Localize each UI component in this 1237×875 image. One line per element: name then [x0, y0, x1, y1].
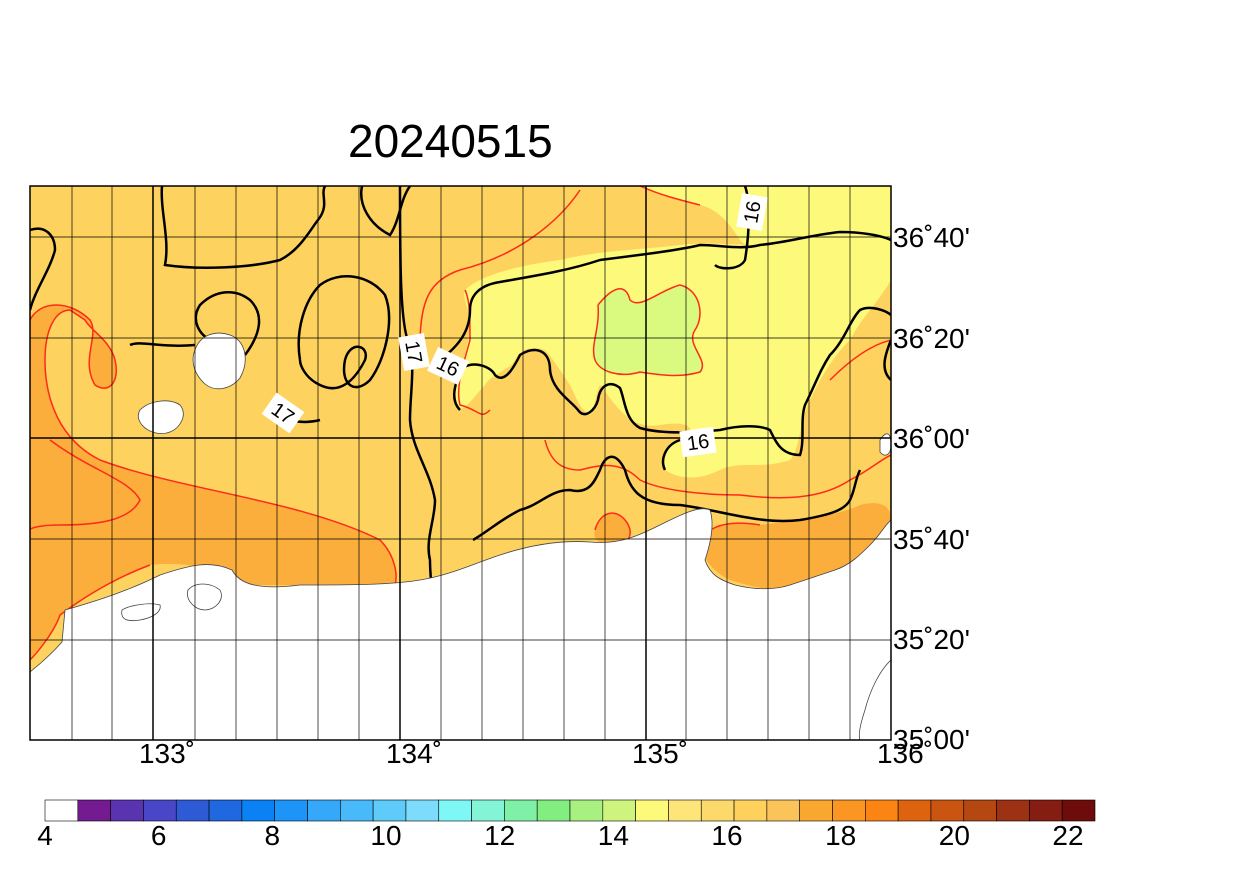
- lon-label: 134˚: [385, 738, 443, 769]
- colorbar-swatch: [799, 799, 833, 822]
- colorbar-swatch: [1029, 799, 1063, 822]
- sst-region-18-spot: [594, 513, 631, 545]
- lat-label: 36˚20': [893, 323, 970, 354]
- colorbar-swatch: [143, 799, 177, 822]
- lat-label: 35˚20': [893, 624, 970, 655]
- colorbar-swatch: [635, 799, 669, 822]
- colorbar-swatch: [77, 799, 111, 822]
- colorbar-swatch: [471, 799, 505, 822]
- colorbar-tick-label: 10: [370, 820, 402, 851]
- land: [30, 332, 891, 740]
- colorbar-tick-label: 18: [825, 820, 857, 851]
- colorbar-swatch: [208, 799, 243, 822]
- colorbar-swatch: [766, 799, 800, 822]
- lat-label: 36˚40': [893, 222, 970, 253]
- contour-label: 17: [398, 333, 430, 371]
- lon-label: 133˚: [138, 738, 196, 769]
- minor-contours: [30, 186, 891, 661]
- colorbar-swatch: [1061, 799, 1096, 822]
- sst-region-16-north: [640, 186, 891, 247]
- sst-region-15: [593, 285, 703, 376]
- colorbar-swatch: [897, 799, 932, 822]
- colorbar-swatch: [930, 799, 965, 822]
- colorbar-swatch: [504, 799, 538, 822]
- colorbar-swatch: [536, 799, 571, 822]
- colorbar-swatch: [241, 799, 275, 822]
- graticule: [29, 185, 892, 741]
- colorbar-swatch: [175, 799, 210, 822]
- contour-label: 16: [736, 193, 768, 231]
- colorbar-swatch: [733, 799, 768, 822]
- colorbar-tick-label: 16: [711, 820, 743, 851]
- lat-label: 35˚00': [893, 724, 970, 755]
- sst-region-18-west: [30, 305, 397, 660]
- colorbar-swatch: [274, 799, 308, 822]
- colorbar-swatch: [405, 799, 440, 822]
- colorbar-swatch: [340, 799, 374, 822]
- colorbar-swatch: [307, 799, 341, 822]
- colorbar-tick-label: 20: [938, 820, 970, 851]
- colorbar-swatch: [44, 799, 79, 822]
- svg-text:16: 16: [740, 199, 766, 225]
- colorbar-tick-label: 6: [150, 820, 167, 851]
- colorbar-tick-label: 12: [484, 820, 516, 851]
- colorbar-swatch: [963, 799, 997, 822]
- svg-text:17: 17: [400, 339, 426, 365]
- colorbar-swatch: [569, 799, 604, 822]
- colorbar: [44, 799, 1096, 822]
- colorbar-swatch: [438, 799, 472, 822]
- colorbar-swatch: [668, 799, 702, 822]
- map-title: 20240515: [348, 115, 553, 167]
- lon-label: 135˚: [631, 738, 689, 769]
- colorbar-swatch: [996, 799, 1030, 822]
- colorbar-swatch: [602, 799, 636, 822]
- colorbar-swatch: [700, 799, 735, 822]
- colorbar-swatch: [372, 799, 407, 822]
- colorbar-tick-label: 14: [597, 820, 629, 851]
- contour-label: 16: [679, 426, 717, 458]
- lat-label: 36˚00': [893, 423, 970, 454]
- lat-label: 35˚40': [893, 524, 970, 555]
- lon-label: 136˚: [876, 738, 934, 769]
- colorbar-swatch: [110, 799, 144, 822]
- colorbar-tick-label: 4: [37, 820, 53, 851]
- colorbar-swatch: [832, 799, 866, 822]
- colorbar-tick-label: 8: [264, 820, 281, 851]
- colorbar-swatch: [865, 799, 899, 822]
- colorbar-tick-label: 22: [1052, 820, 1084, 851]
- svg-text:16: 16: [686, 431, 711, 456]
